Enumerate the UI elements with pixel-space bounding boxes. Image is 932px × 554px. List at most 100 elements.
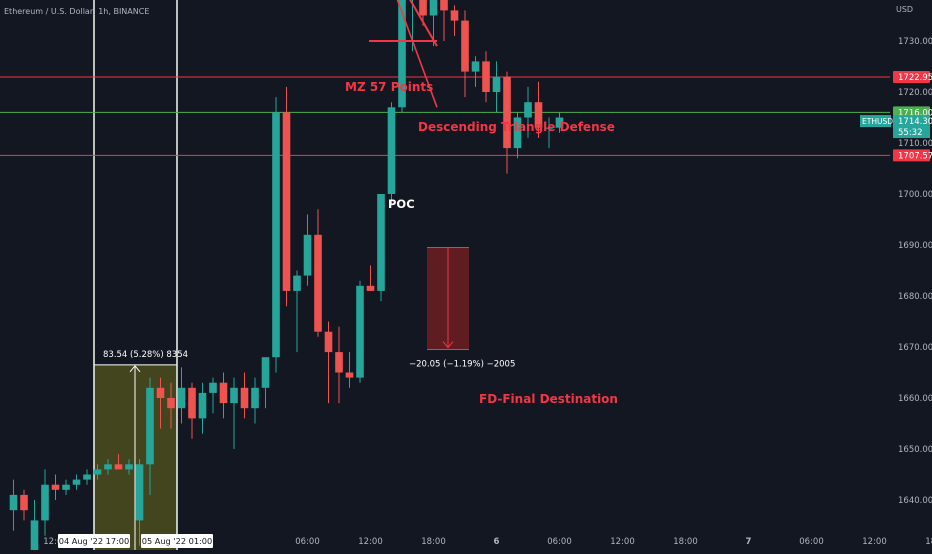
candle-body (324, 331, 333, 353)
candle (503, 71, 511, 174)
candle (524, 86, 532, 138)
axis-price-tag-label-1: 1722.95 (898, 73, 932, 83)
candle-body (156, 387, 165, 398)
candle (198, 382, 207, 434)
candle-body (62, 484, 70, 490)
candle-body (72, 479, 81, 485)
candle (377, 194, 385, 302)
candle-body (471, 61, 480, 72)
candle (135, 459, 144, 546)
candle-body (503, 76, 511, 149)
candle (282, 86, 291, 307)
annotation-poc: POC (388, 197, 415, 211)
candle (41, 469, 49, 536)
x-tick-label: 18:00 (421, 537, 446, 547)
candle (20, 489, 28, 521)
candle (62, 479, 70, 495)
candle (272, 97, 280, 373)
candle (398, 0, 406, 113)
x-tick-label: 12:00 (610, 537, 635, 547)
candle-body (83, 474, 91, 480)
candle-body (188, 387, 196, 419)
candle-body (20, 494, 28, 511)
x-tick-label: 06:00 (799, 537, 824, 547)
measure-up-label: 83.54 (5.28%) 8354 (103, 350, 188, 360)
candle (156, 377, 165, 429)
candle (114, 454, 123, 470)
candle-body (261, 357, 270, 388)
candle-body (41, 484, 49, 521)
x-tick-label: 06:00 (295, 537, 320, 547)
candle-body (534, 102, 543, 128)
candle (450, 5, 459, 36)
candle-body (387, 107, 396, 194)
descending-triangle (369, 0, 438, 108)
candle (513, 112, 522, 159)
y-tick-label: 1730.00 (898, 37, 932, 47)
candle-body (198, 392, 207, 419)
candle-body (492, 76, 501, 92)
y-tick-label: 1660.00 (898, 394, 932, 404)
candle (83, 469, 91, 485)
candles (9, 0, 564, 554)
candle (146, 377, 154, 495)
candle (125, 459, 133, 475)
x-tick-label: 12:00 (862, 537, 887, 547)
candle (230, 377, 238, 449)
measure-down-arrow-head (442, 341, 454, 349)
candle (545, 117, 553, 149)
candle (177, 367, 186, 424)
candle-body (282, 112, 291, 291)
triangle-upper-trendline (409, 0, 438, 47)
candle (471, 56, 480, 87)
candle-body (219, 382, 228, 404)
candle (366, 265, 375, 291)
candle-body (125, 464, 133, 470)
candle-body (345, 372, 354, 378)
candle (30, 500, 39, 554)
candle (482, 51, 490, 103)
candle-body (303, 234, 312, 276)
candle (72, 474, 81, 490)
candle (492, 61, 501, 113)
candle-body (93, 469, 102, 475)
axis-price-tag-3 (893, 149, 930, 162)
candle-body (335, 352, 343, 373)
candle (303, 214, 312, 286)
candle (104, 459, 112, 475)
candle-body (114, 464, 123, 470)
symbol-badge (860, 115, 891, 128)
x-tick-label: 6 (494, 537, 500, 547)
candle (356, 280, 364, 383)
candle-body (440, 0, 448, 11)
candle-body (482, 61, 490, 92)
candle-body (356, 285, 364, 378)
currency-label: USD (896, 5, 913, 14)
candle-body (135, 464, 144, 521)
candle-body (314, 234, 322, 332)
candle (9, 479, 18, 531)
y-tick-label: 1640.00 (898, 496, 932, 506)
x-highlight-tag-2 (141, 534, 213, 548)
candle-body (9, 494, 18, 511)
countdown-label: 55:32 (898, 128, 923, 138)
y-tick-label: 1680.00 (898, 292, 932, 302)
annotation-mz-points: MZ 57 Points (345, 80, 433, 94)
candle-body (240, 387, 249, 409)
candle-body (524, 102, 532, 118)
candle-body (513, 117, 522, 149)
x-highlight-label-2: 05 Aug '22 01:00 (142, 536, 212, 546)
candle-body (461, 20, 469, 72)
x-highlight-tag-1 (58, 534, 130, 548)
y-tick-label: 1700.00 (898, 190, 932, 200)
candle (188, 382, 196, 439)
symbol-title: Ethereum / U.S. Dollar, 1h, BINANCE (4, 7, 149, 16)
candle-body (429, 0, 438, 16)
last-price-label: 1714.30 (898, 117, 932, 127)
candle (345, 352, 354, 388)
x-tick-label: 7 (746, 537, 752, 547)
axis-price-tag-label-3: 1707.57 (898, 151, 932, 161)
